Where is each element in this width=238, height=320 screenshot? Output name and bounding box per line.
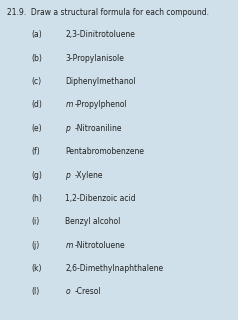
Text: 21.9.  Draw a structural formula for each compound.: 21.9. Draw a structural formula for each…: [7, 8, 209, 17]
Text: -Nitroaniline: -Nitroaniline: [75, 124, 123, 133]
Text: (d): (d): [31, 100, 42, 109]
Text: (j): (j): [31, 241, 39, 250]
Text: (g): (g): [31, 171, 42, 180]
Text: -Cresol: -Cresol: [75, 287, 102, 296]
Text: 2,3-Dinitrotoluene: 2,3-Dinitrotoluene: [65, 30, 135, 39]
Text: (h): (h): [31, 194, 42, 203]
Text: (a): (a): [31, 30, 42, 39]
Text: -Propylphenol: -Propylphenol: [75, 100, 128, 109]
Text: (l): (l): [31, 287, 39, 296]
Text: m: m: [65, 241, 73, 250]
Text: Diphenylmethanol: Diphenylmethanol: [65, 77, 136, 86]
Text: (c): (c): [31, 77, 41, 86]
Text: 1,2-Dibenzoic acid: 1,2-Dibenzoic acid: [65, 194, 136, 203]
Text: m: m: [65, 100, 73, 109]
Text: (i): (i): [31, 217, 39, 226]
Text: p: p: [65, 171, 70, 180]
Text: (b): (b): [31, 54, 42, 63]
Text: -Xylene: -Xylene: [75, 171, 104, 180]
Text: o: o: [65, 287, 70, 296]
Text: (f): (f): [31, 147, 40, 156]
Text: (e): (e): [31, 124, 42, 133]
Text: 3-Propylanisole: 3-Propylanisole: [65, 54, 124, 63]
Text: Benzyl alcohol: Benzyl alcohol: [65, 217, 121, 226]
Text: 2,6-Dimethylnaphthalene: 2,6-Dimethylnaphthalene: [65, 264, 164, 273]
Text: p: p: [65, 124, 70, 133]
Text: Pentabromobenzene: Pentabromobenzene: [65, 147, 144, 156]
Text: (k): (k): [31, 264, 41, 273]
Text: -Nitrotoluene: -Nitrotoluene: [75, 241, 126, 250]
